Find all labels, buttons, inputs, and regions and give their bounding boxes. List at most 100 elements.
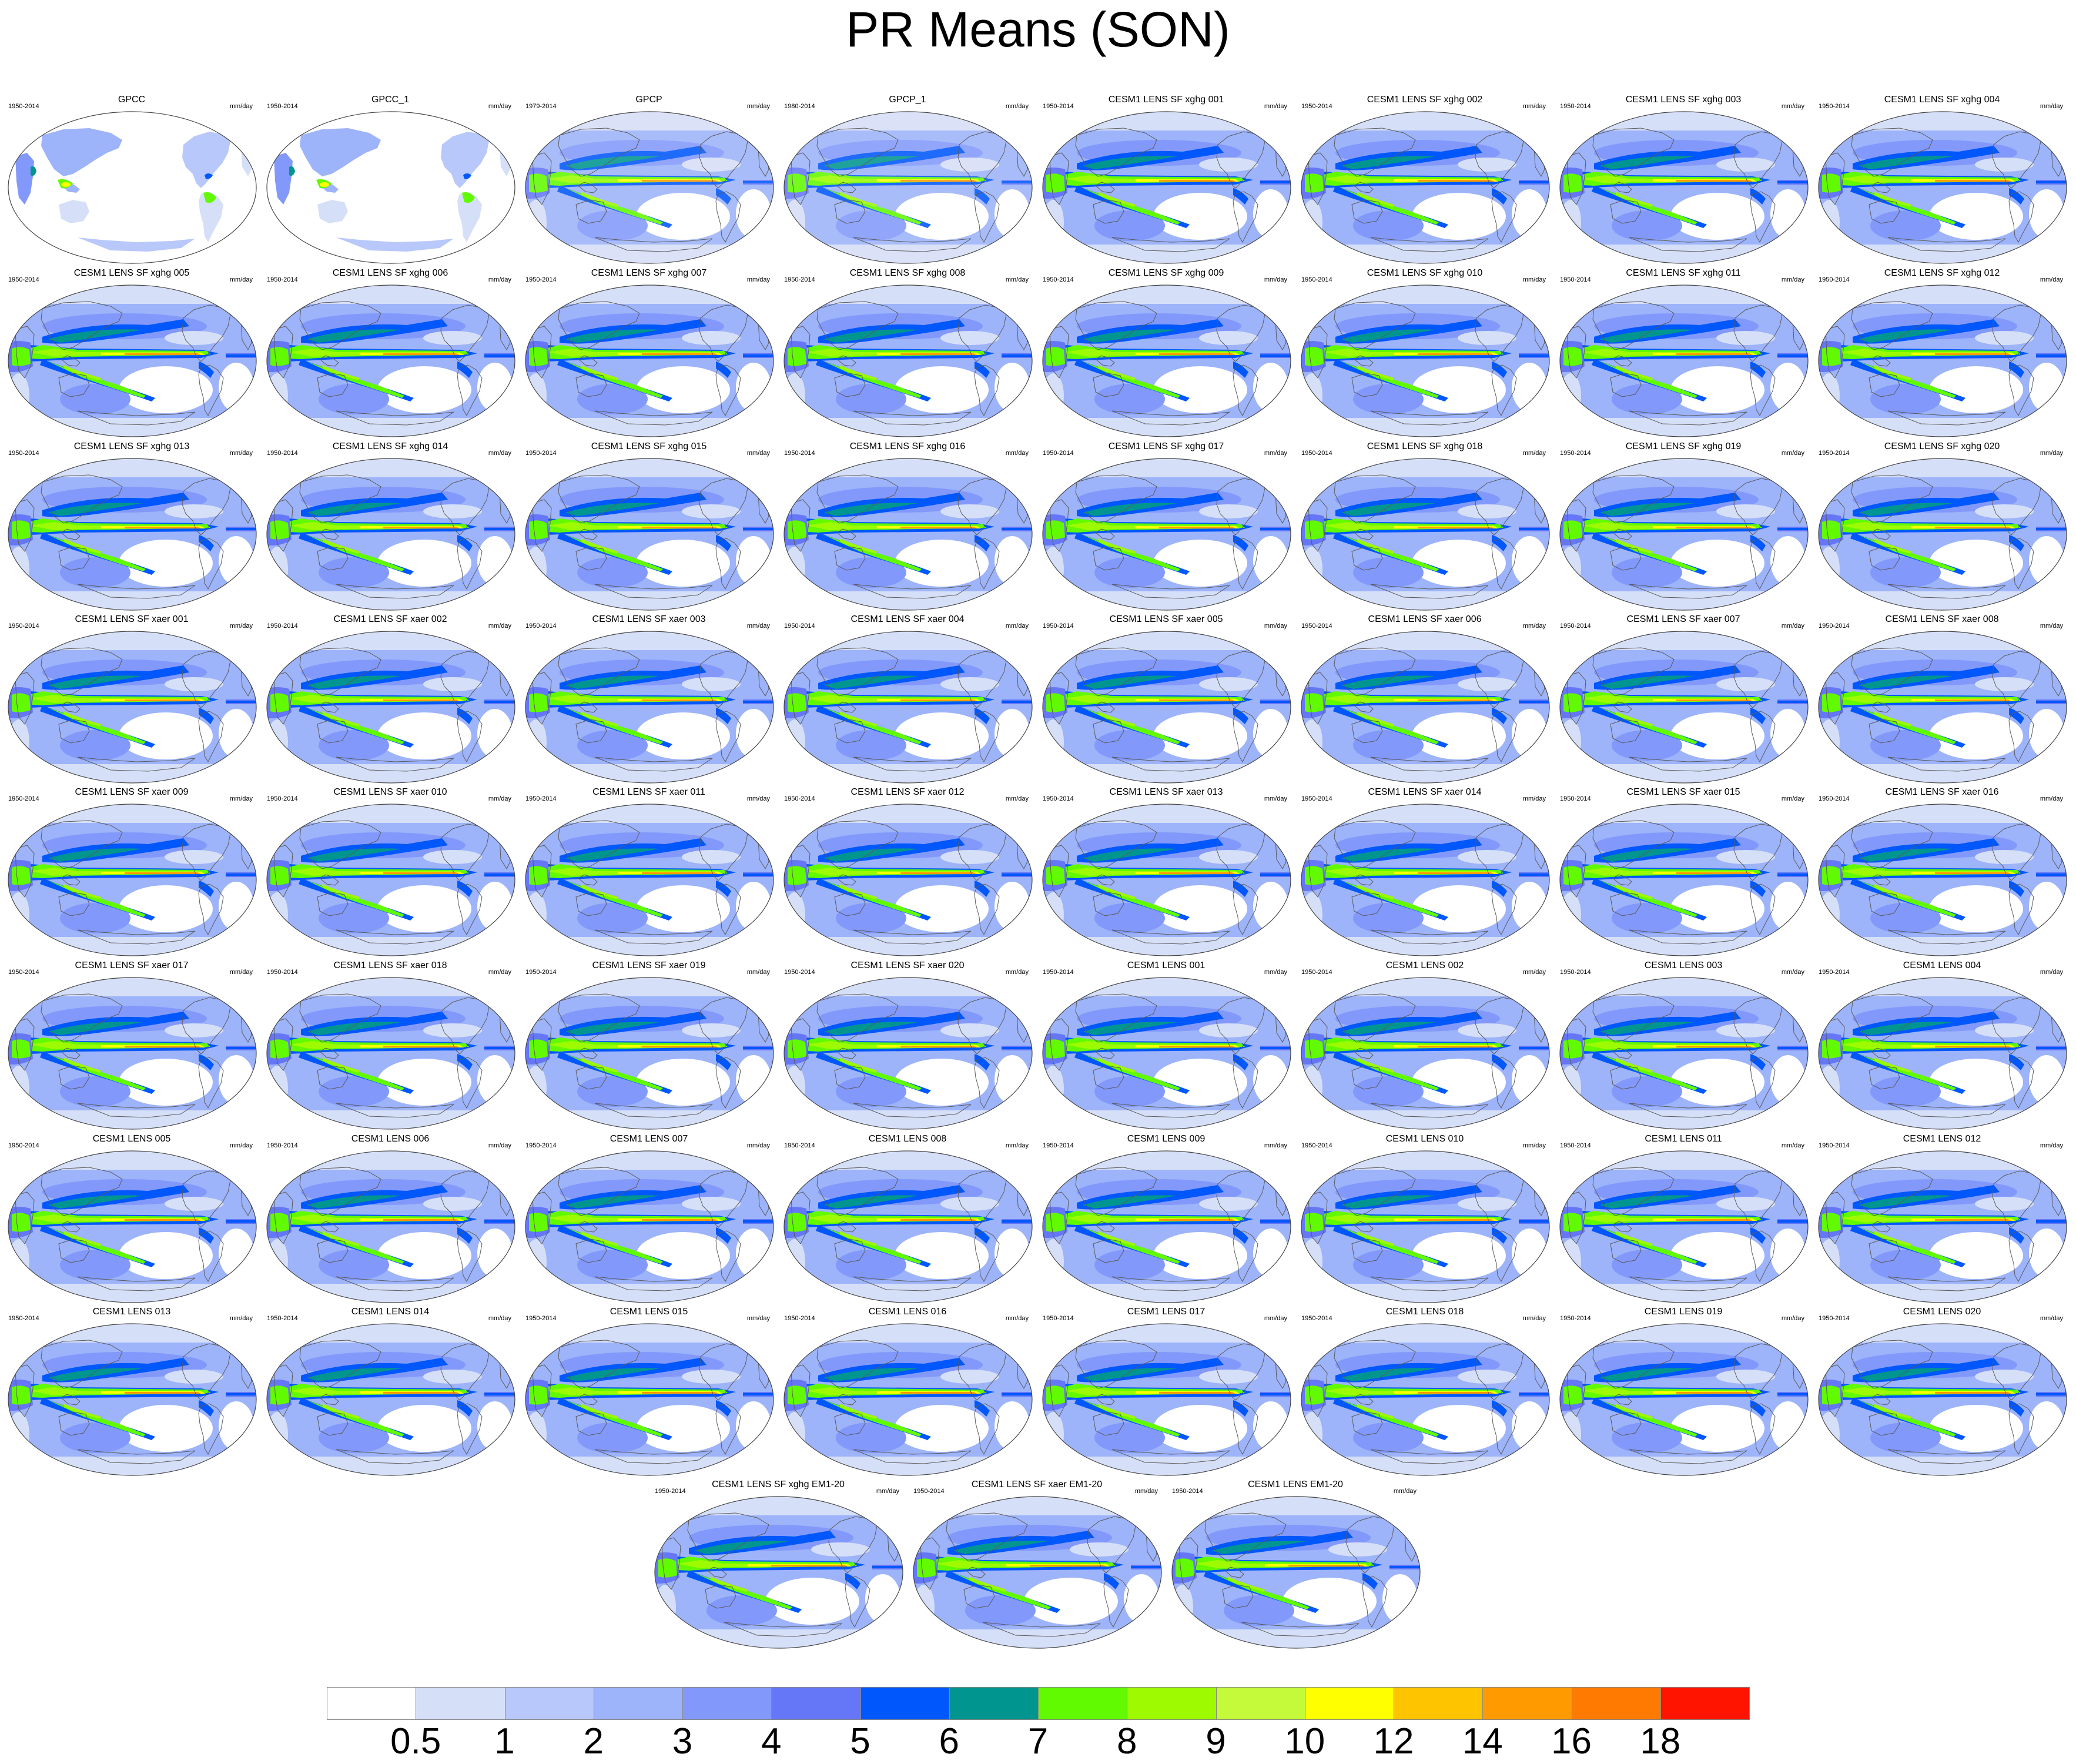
panel-year-range: 1950-2014	[784, 1142, 815, 1149]
map-panel: CESM1 LENS SF xaer 007 1950-2014 mm/day	[1554, 614, 1813, 790]
panel-units: mm/day	[2040, 103, 2063, 110]
map-panel: CESM1 LENS 019 1950-2014 mm/day	[1554, 1306, 1813, 1482]
panel-units: mm/day	[1264, 795, 1287, 802]
panel-units: mm/day	[229, 276, 253, 283]
precipitation-map	[8, 804, 257, 956]
panel-units: mm/day	[229, 103, 253, 110]
panel-units: mm/day	[746, 622, 770, 630]
panel-year-range: 1950-2014	[1819, 795, 1850, 802]
panel-units: mm/day	[488, 1142, 511, 1149]
panel-title: CESM1 LENS SF xaer 011	[592, 787, 705, 797]
colorbar-swatch	[860, 1687, 950, 1720]
map-panel: CESM1 LENS SF xghg EM1-20 1950-2014 mm/day	[649, 1479, 908, 1655]
panel-title: CESM1 LENS SF xaer 020	[851, 960, 965, 970]
page-title: PR Means (SON)	[846, 2, 1230, 57]
precipitation-map	[1818, 1150, 2067, 1303]
precipitation-map	[1559, 804, 1809, 956]
precipitation-map	[1301, 1323, 1550, 1476]
map-panel: CESM1 LENS SF xaer EM1-20 1950-2014 mm/day	[908, 1479, 1166, 1655]
panel-title: CESM1 LENS SF xghg 020	[1884, 441, 2000, 451]
panel-title: CESM1 LENS 015	[610, 1307, 688, 1317]
map-panel: CESM1 LENS SF xghg 009 1950-2014 mm/day	[1037, 267, 1295, 444]
precipitation-map	[783, 284, 1033, 437]
map-panel: CESM1 LENS 007 1950-2014 mm/day	[520, 1133, 778, 1310]
panel-title: CESM1 LENS 005	[92, 1134, 171, 1144]
panel-year-range: 1950-2014	[1301, 795, 1332, 802]
precipitation-map	[266, 804, 515, 956]
precipitation-map	[1042, 977, 1291, 1130]
precipitation-map	[1818, 111, 2067, 264]
panel-title: CESM1 LENS SF xghg 012	[1884, 268, 2000, 278]
precipitation-map	[266, 284, 515, 437]
panel-units: mm/day	[229, 450, 253, 457]
panel-year-range: 1950-2014	[267, 622, 298, 630]
map-panel: GPCP_1 1980-2014 mm/day	[778, 94, 1037, 270]
panel-title: CESM1 LENS SF xaer 001	[75, 614, 189, 624]
precipitation-map	[1559, 631, 1809, 784]
panel-units: mm/day	[1781, 795, 1804, 802]
map-panel: CESM1 LENS 004 1950-2014 mm/day	[1813, 960, 2071, 1136]
precipitation-map	[266, 1150, 515, 1303]
panel-year-range: 1950-2014	[784, 450, 815, 457]
panel-title: CESM1 LENS SF xghg 019	[1625, 441, 1742, 451]
precipitation-map	[266, 1323, 515, 1476]
map-panel: CESM1 LENS SF xghg 014 1950-2014 mm/day	[261, 441, 520, 617]
map-panel: CESM1 LENS SF xaer 010 1950-2014 mm/day	[261, 786, 520, 963]
panel-title: CESM1 LENS SF xghg 015	[591, 441, 707, 451]
panel-title: CESM1 LENS SF xghg 004	[1884, 95, 2000, 105]
map-panel: CESM1 LENS SF xaer 004 1950-2014 mm/day	[778, 614, 1037, 790]
panel-year-range: 1979-2014	[525, 103, 557, 110]
panel-units: mm/day	[1781, 450, 1804, 457]
panel-year-range: 1950-2014	[267, 276, 298, 283]
map-panel: CESM1 LENS SF xaer 019 1950-2014 mm/day	[520, 960, 778, 1136]
panel-title: CESM1 LENS SF xaer 002	[333, 614, 447, 624]
panel-units: mm/day	[1264, 276, 1287, 283]
precipitation-map	[8, 111, 257, 264]
map-panel: CESM1 LENS SF xaer 014 1950-2014 mm/day	[1295, 786, 1554, 963]
map-panel: CESM1 LENS SF xaer 006 1950-2014 mm/day	[1295, 614, 1554, 790]
colorbar-tick-label: 10	[1284, 1721, 1325, 1762]
panel-year-range: 1950-2014	[1043, 795, 1074, 802]
precipitation-map	[783, 1323, 1033, 1476]
colorbar-tick-label: 6	[939, 1721, 959, 1762]
colorbar-tick-label: 9	[1206, 1721, 1226, 1762]
panel-units: mm/day	[746, 969, 770, 976]
precipitation-map	[1042, 1150, 1291, 1303]
panel-title: CESM1 LENS SF xaer 014	[1368, 787, 1482, 797]
panel-title: CESM1 LENS 011	[1645, 1134, 1722, 1144]
colorbar-tick-label: 7	[1027, 1721, 1049, 1762]
map-panel: CESM1 LENS 006 1950-2014 mm/day	[261, 1133, 520, 1310]
panel-units: mm/day	[1264, 969, 1287, 976]
panel-title: CESM1 LENS 019	[1644, 1307, 1723, 1317]
panel-year-range: 1950-2014	[1819, 103, 1850, 110]
precipitation-map	[1559, 284, 1809, 437]
panel-units: mm/day	[229, 795, 253, 802]
precipitation-map	[525, 1150, 774, 1303]
panel-title: CESM1 LENS 001	[1127, 960, 1206, 970]
panel-year-range: 1950-2014	[1043, 103, 1074, 110]
panel-year-range: 1950-2014	[1819, 1142, 1850, 1149]
panel-year-range: 1950-2014	[1560, 1315, 1591, 1322]
panel-year-range: 1950-2014	[525, 450, 557, 457]
panel-units: mm/day	[229, 1315, 253, 1322]
panel-title: CESM1 LENS 017	[1127, 1307, 1206, 1317]
panel-units: mm/day	[2040, 969, 2063, 976]
panel-units: mm/day	[1005, 1142, 1029, 1149]
panel-units: mm/day	[746, 795, 770, 802]
panel-units: mm/day	[1522, 103, 1546, 110]
panel-year-range: 1950-2014	[267, 795, 298, 802]
map-panel: CESM1 LENS SF xaer 012 1950-2014 mm/day	[778, 786, 1037, 963]
precipitation-map	[8, 284, 257, 437]
panel-units: mm/day	[1522, 969, 1546, 976]
colorbar-tick-label: 18	[1640, 1721, 1681, 1762]
panel-units: mm/day	[229, 1142, 253, 1149]
panel-year-range: 1950-2014	[1560, 1142, 1591, 1149]
panel-units: mm/day	[746, 103, 770, 110]
panel-units: mm/day	[1522, 1142, 1546, 1149]
panel-units: mm/day	[1522, 450, 1546, 457]
colorbar	[327, 1687, 1750, 1720]
map-panel: CESM1 LENS SF xghg 004 1950-2014 mm/day	[1813, 94, 2071, 270]
panel-year-range: 1950-2014	[8, 969, 39, 976]
colorbar-swatch	[1038, 1687, 1128, 1720]
panel-units: mm/day	[1781, 969, 1804, 976]
